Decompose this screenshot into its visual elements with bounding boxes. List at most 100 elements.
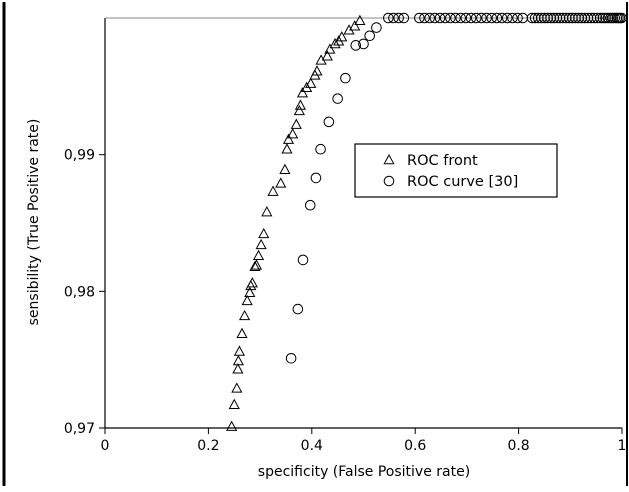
x-axis-label: specificity (False Positive rate) bbox=[258, 464, 470, 480]
triangle-point bbox=[249, 260, 261, 271]
triangle-point bbox=[324, 43, 336, 54]
triangle-point bbox=[287, 128, 299, 139]
triangle-point bbox=[231, 382, 243, 393]
circle-point bbox=[297, 254, 309, 266]
circle-point bbox=[496, 12, 508, 24]
circle-point bbox=[414, 12, 425, 24]
triangle-point bbox=[232, 354, 244, 366]
triangle-point bbox=[349, 20, 361, 31]
circle-point bbox=[350, 40, 362, 51]
triangle-point bbox=[281, 143, 293, 154]
x-tick-label: 0 bbox=[101, 438, 110, 454]
circle-point bbox=[591, 12, 603, 24]
triangle-point bbox=[250, 259, 263, 270]
series-roc-curve bbox=[285, 12, 627, 364]
triangle-point bbox=[290, 118, 302, 129]
circle-point bbox=[340, 72, 351, 84]
triangle-point bbox=[329, 37, 341, 49]
circle-point bbox=[304, 199, 316, 211]
circle-point bbox=[315, 143, 326, 155]
legend-box bbox=[354, 143, 558, 198]
circle-point bbox=[491, 12, 503, 24]
data-points bbox=[226, 12, 627, 431]
circle-point bbox=[445, 12, 456, 24]
legend-triangle-marker bbox=[383, 153, 395, 165]
triangle-point bbox=[241, 294, 253, 306]
circle-point bbox=[398, 12, 410, 24]
circle-point bbox=[460, 12, 472, 24]
circle-point bbox=[358, 38, 369, 50]
triangle-point bbox=[252, 249, 265, 261]
circle-point bbox=[371, 22, 382, 33]
circle-point bbox=[332, 93, 343, 104]
circle-point bbox=[419, 12, 430, 24]
circle-point bbox=[501, 12, 513, 24]
circle-point bbox=[439, 12, 451, 24]
circle-point bbox=[292, 303, 304, 315]
triangle-point bbox=[293, 104, 305, 116]
circle-point bbox=[434, 12, 446, 24]
circle-point bbox=[616, 12, 627, 24]
circle-point bbox=[383, 12, 394, 24]
circle-point bbox=[323, 116, 335, 128]
triangle-point bbox=[232, 363, 244, 374]
triangle-point bbox=[228, 398, 240, 410]
circle-point bbox=[588, 12, 600, 24]
legend-label: ROC front bbox=[407, 153, 478, 169]
y-tick-label: 0,99 bbox=[64, 148, 95, 164]
axes bbox=[2, 2, 628, 486]
circle-point bbox=[285, 353, 297, 364]
triangle-point bbox=[226, 420, 238, 431]
x-tick-label: 0.8 bbox=[507, 438, 529, 454]
x-tick-label: 0.4 bbox=[301, 438, 323, 454]
triangle-point bbox=[258, 227, 270, 239]
circle-point bbox=[486, 12, 498, 24]
triangle-point bbox=[311, 65, 323, 76]
triangle-point bbox=[275, 177, 287, 188]
circle-point bbox=[476, 12, 487, 24]
circle-point bbox=[455, 12, 466, 24]
legend-circle-marker bbox=[383, 175, 395, 187]
x-tick-label: 0.2 bbox=[197, 438, 219, 454]
triangle-point bbox=[238, 309, 251, 321]
circle-point bbox=[393, 12, 404, 24]
triangle-point bbox=[321, 50, 333, 61]
triangle-point bbox=[296, 87, 309, 98]
x-tick-label: 0.6 bbox=[404, 438, 426, 454]
triangle-point bbox=[261, 206, 273, 217]
circle-point bbox=[310, 172, 322, 184]
y-tick-label: 0,97 bbox=[64, 421, 95, 437]
y-axis-label: sensibility (True Positive rate) bbox=[26, 119, 42, 326]
triangle-point bbox=[354, 14, 366, 25]
circle-point bbox=[424, 12, 435, 24]
y-tick-label: 0,98 bbox=[64, 284, 95, 300]
x-tick-label: 1 bbox=[618, 438, 627, 454]
triangle-point bbox=[336, 31, 348, 42]
triangle-point bbox=[244, 286, 256, 297]
triangle-point bbox=[255, 238, 267, 250]
circle-point bbox=[364, 30, 376, 42]
circle-point bbox=[388, 12, 399, 24]
triangle-point bbox=[279, 163, 291, 174]
triangle-point bbox=[246, 277, 258, 288]
legend-label: ROC curve [30] bbox=[407, 174, 518, 190]
circle-point bbox=[450, 12, 461, 24]
circle-point bbox=[507, 12, 518, 24]
circle-point bbox=[512, 12, 523, 24]
circle-point bbox=[602, 12, 614, 24]
circle-point bbox=[470, 12, 482, 24]
legend: ROC front ROC curve [30] bbox=[354, 143, 558, 198]
triangle-point bbox=[294, 99, 307, 110]
series-roc-front bbox=[226, 14, 366, 431]
circle-point bbox=[481, 12, 492, 24]
triangle-point bbox=[233, 345, 246, 356]
circle-point bbox=[429, 12, 441, 24]
circle-point bbox=[465, 12, 477, 24]
triangle-point bbox=[305, 77, 317, 88]
ticks: 0 0.2 0.4 0.6 0.8 1 0,97 0,98 0,99 bbox=[64, 148, 627, 454]
triangle-point bbox=[282, 133, 295, 144]
triangle-point bbox=[267, 185, 279, 196]
triangle-point bbox=[236, 327, 248, 338]
